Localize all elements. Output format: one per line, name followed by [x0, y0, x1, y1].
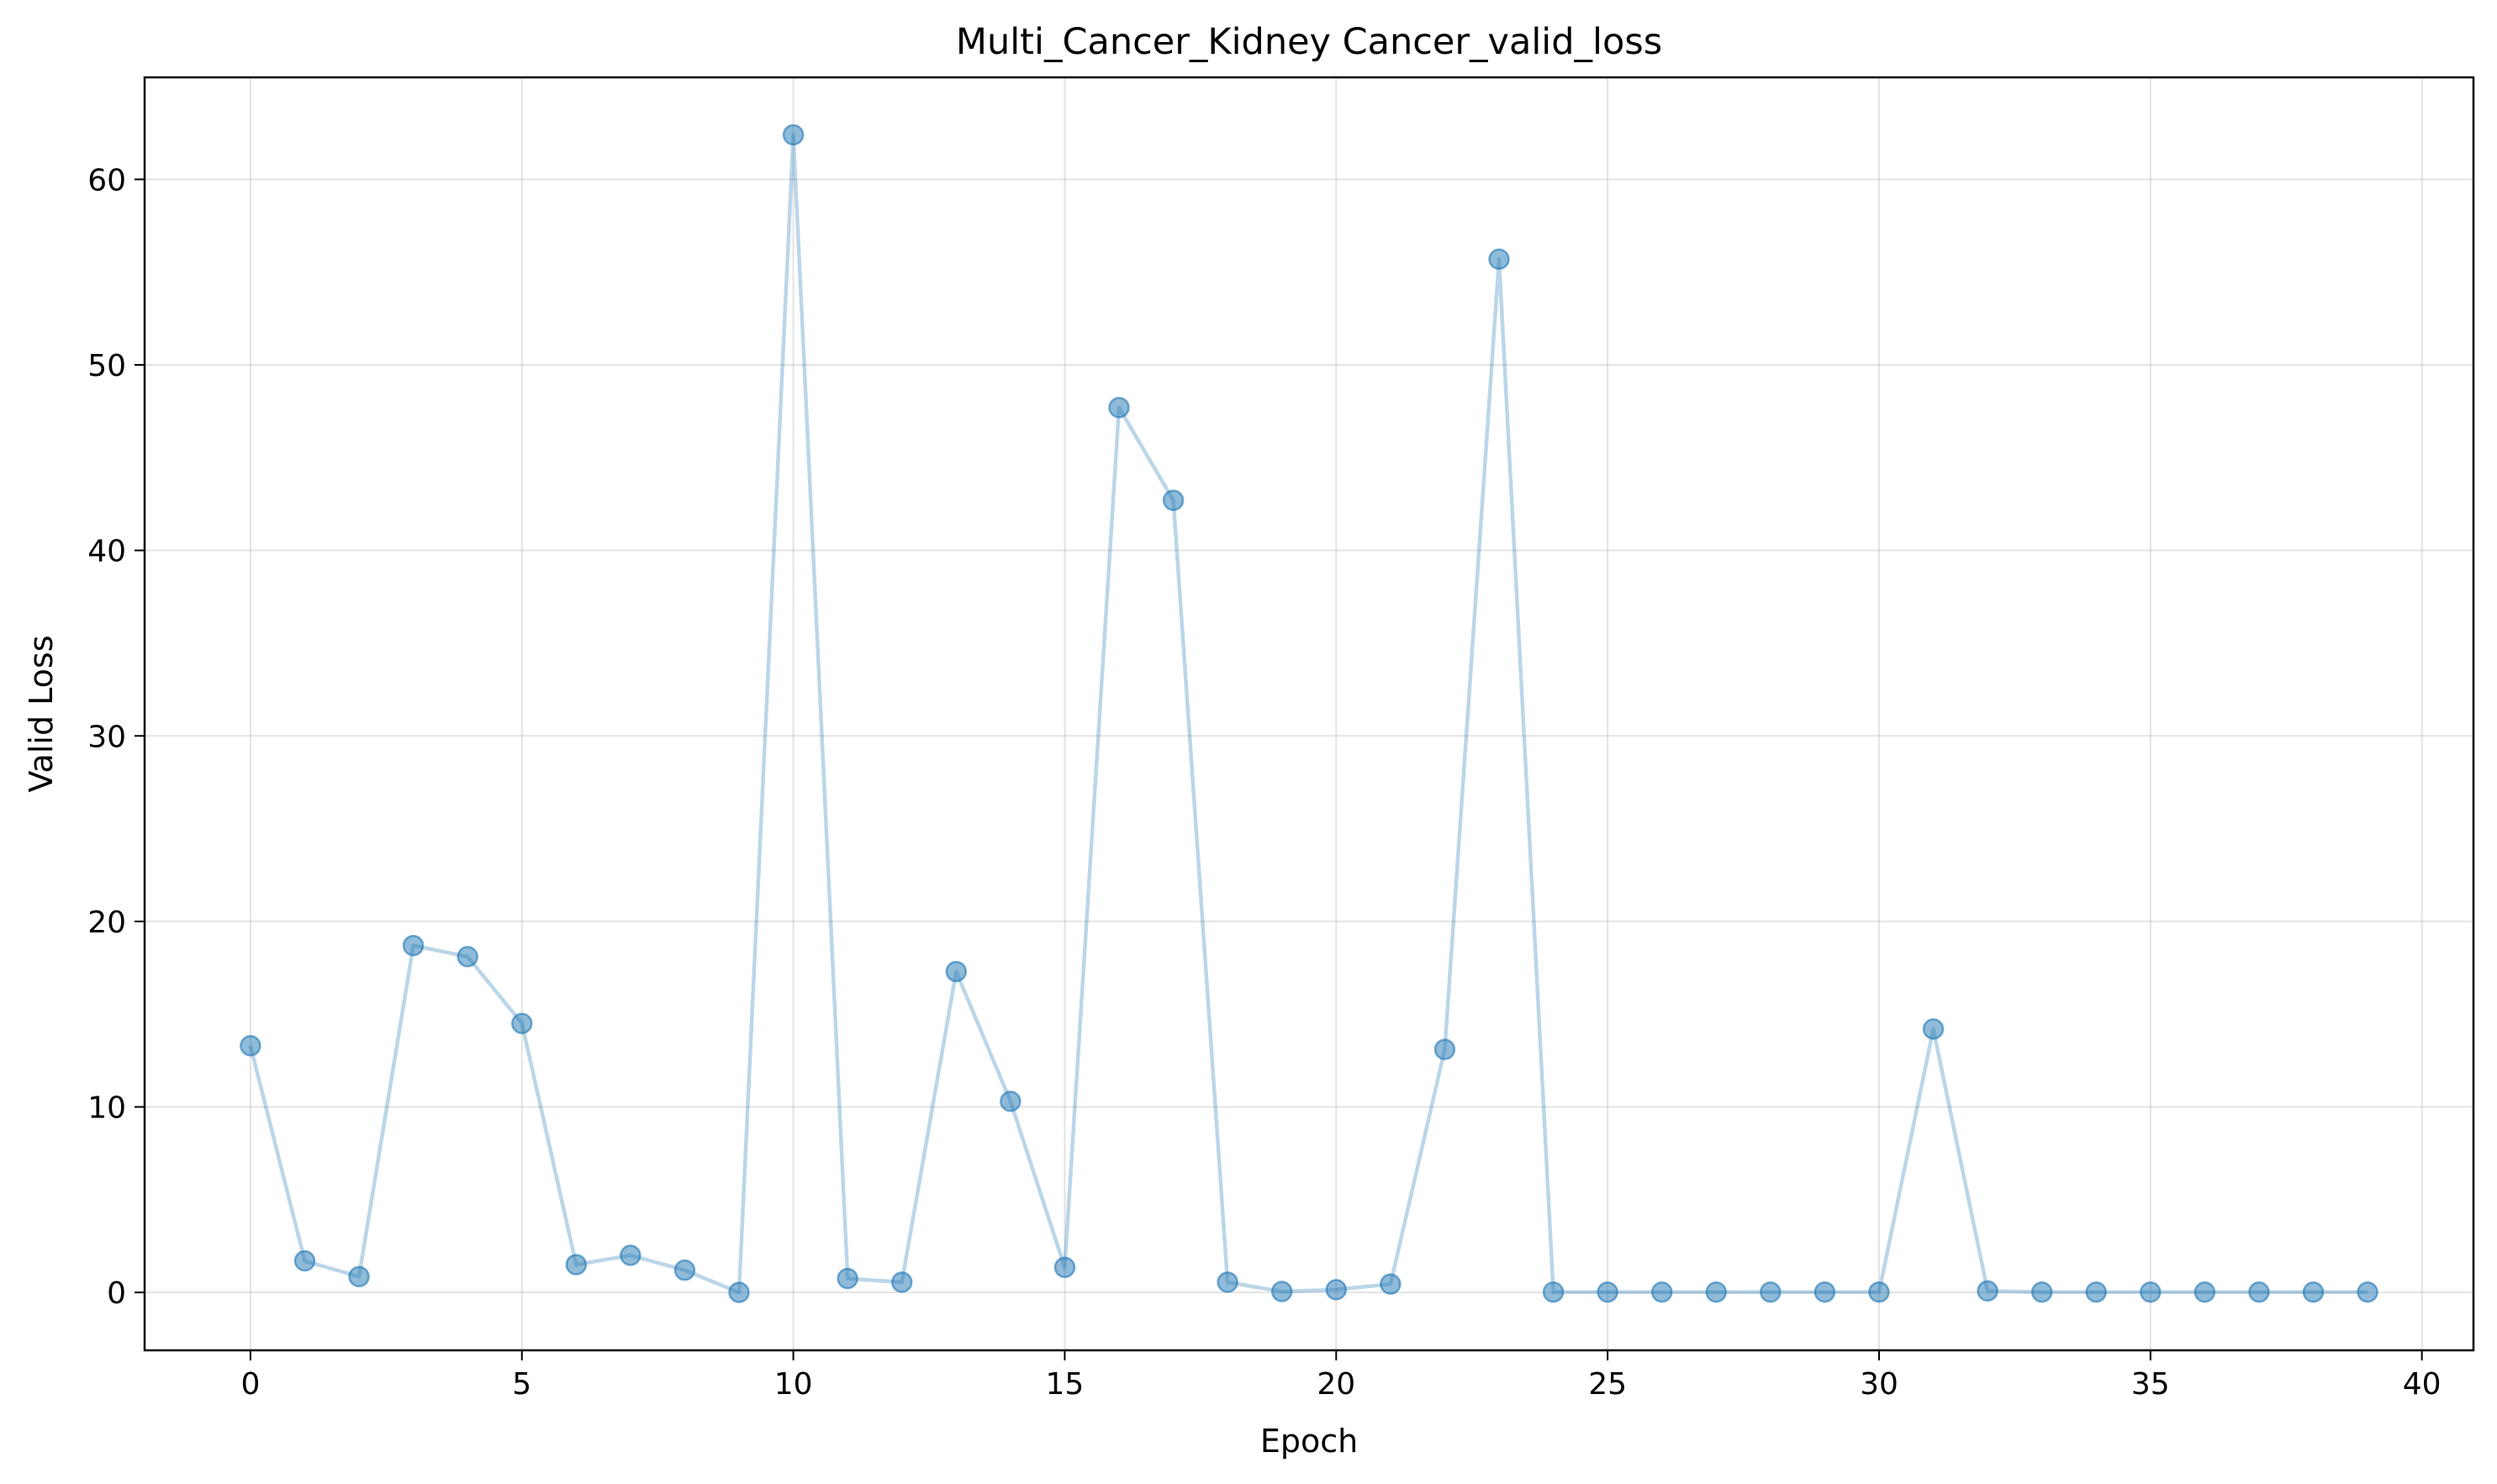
data-point: [1597, 1281, 1618, 1303]
y-tick-label: 30: [87, 720, 126, 754]
data-point: [240, 1034, 261, 1057]
data-point: [1868, 1281, 1890, 1303]
x-axis-label: Epoch: [1260, 1423, 1358, 1460]
data-point: [1977, 1280, 1998, 1302]
data-point: [2248, 1281, 2270, 1303]
x-tick-label: 30: [1860, 1367, 1898, 1402]
y-tick-label: 40: [87, 535, 126, 569]
x-tick-label: 0: [240, 1367, 260, 1402]
data-point: [1922, 1018, 1945, 1040]
data-point: [1433, 1038, 1456, 1060]
plot-frame: [143, 76, 2475, 1352]
x-tick-label: 40: [2403, 1367, 2442, 1402]
x-tick-label: 5: [512, 1367, 531, 1402]
data-point: [2140, 1281, 2162, 1303]
data-point: [1053, 1256, 1076, 1279]
series-valid-loss: [240, 124, 2378, 1303]
data-point: [2302, 1281, 2325, 1303]
chart-title: Multi_Cancer_Kidney Cancer_valid_loss: [956, 21, 1662, 63]
data-point: [2085, 1281, 2107, 1303]
y-tick-label: 20: [87, 906, 126, 940]
data-point: [1813, 1281, 1836, 1303]
data-point: [890, 1271, 913, 1293]
data-point: [565, 1254, 588, 1275]
data-point: [728, 1281, 750, 1303]
data-point: [1000, 1091, 1022, 1112]
data-point: [457, 946, 478, 968]
y-tick-label: 0: [107, 1276, 126, 1311]
data-point: [1325, 1279, 1348, 1301]
data-point: [1650, 1281, 1673, 1303]
data-point: [402, 934, 425, 957]
data-point: [293, 1249, 316, 1272]
data-point: [673, 1259, 696, 1281]
data-point: [1217, 1271, 1238, 1293]
data-point: [1542, 1281, 1565, 1303]
x-tick-label: 10: [774, 1367, 813, 1402]
data-point: [2030, 1281, 2053, 1303]
x-tick-label: 35: [2131, 1367, 2170, 1402]
x-tick-label: 20: [1317, 1367, 1355, 1402]
data-point: [782, 124, 805, 146]
y-tick-label: 50: [87, 349, 126, 383]
data-point: [1270, 1281, 1293, 1302]
data-point: [1162, 489, 1185, 511]
x-tick-label: 15: [1046, 1367, 1085, 1402]
data-point: [2357, 1281, 2378, 1303]
data-point: [1108, 396, 1130, 419]
data-point: [837, 1267, 858, 1290]
data-point: [2193, 1281, 2216, 1303]
data-point: [1760, 1281, 1782, 1303]
x-axis-ticks: 0 5 10 15 20 25 30 35 40: [240, 1350, 2442, 1402]
data-point: [1705, 1281, 1728, 1303]
data-point: [1380, 1273, 1402, 1295]
y-axis-ticks: 0 10 20 30 40 50 60: [87, 163, 145, 1311]
x-tick-label: 25: [1588, 1367, 1627, 1402]
y-axis-label: Valid Loss: [23, 636, 60, 793]
y-tick-label: 60: [87, 163, 126, 198]
data-point: [620, 1244, 641, 1266]
data-point: [511, 1012, 533, 1034]
data-point: [945, 960, 968, 983]
data-point: [348, 1265, 370, 1288]
series-line: [248, 133, 2368, 1295]
data-point: [1488, 248, 1510, 270]
y-tick-label: 10: [87, 1091, 126, 1126]
grid-lines: [145, 77, 2473, 1350]
